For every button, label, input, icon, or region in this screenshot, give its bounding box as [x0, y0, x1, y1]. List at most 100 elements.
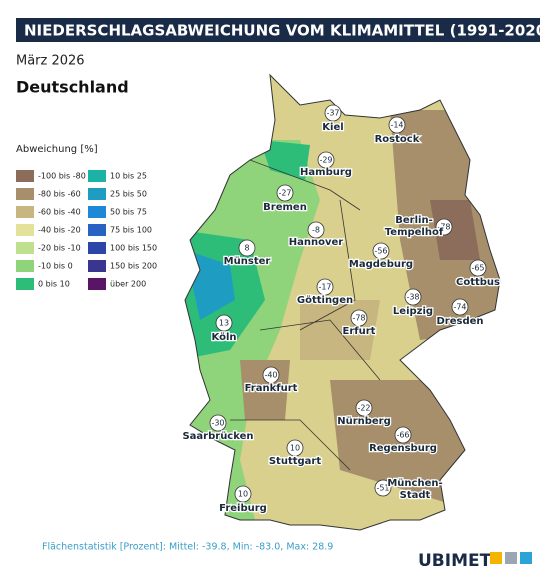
legend-label: -40 bis -20	[38, 226, 81, 235]
city-marker	[435, 218, 453, 236]
city-marker	[451, 298, 469, 316]
legend-title: Abweichung [%]	[16, 144, 98, 155]
legend-swatch	[16, 188, 34, 200]
city-name: Berlin-	[395, 215, 432, 226]
logo: UBIMET	[418, 551, 492, 571]
city-marker	[209, 414, 227, 432]
city-name: Münster	[224, 256, 271, 267]
city-value: -14	[390, 121, 403, 130]
city-marker	[238, 239, 256, 257]
city-name: Regensburg	[369, 443, 437, 454]
legend-label: 50 bis 75	[110, 208, 147, 217]
city-name: Hamburg	[300, 167, 352, 178]
legend-swatch	[16, 242, 34, 254]
subtitle: März 2026	[16, 54, 85, 69]
legend: -100 bis -80 -80 bis -60 -60 bis -40 -40 bi…	[16, 170, 157, 290]
city-value: -37	[326, 109, 339, 118]
city-value: -65	[471, 264, 484, 273]
city-value: -66	[396, 431, 409, 440]
city-value: -74	[453, 303, 466, 312]
legend-label: 0 bis 10	[38, 280, 70, 289]
city-name: Saarbrücken	[182, 431, 253, 442]
legend-swatch	[88, 242, 106, 254]
city-name: Frankfurt	[245, 383, 298, 394]
city-marker	[374, 479, 392, 497]
city-name: Bremen	[263, 202, 307, 213]
city-name: Dresden	[436, 316, 483, 327]
city-value: -56	[374, 247, 387, 256]
city-name: Göttingen	[297, 295, 353, 306]
region: Deutschland	[16, 78, 129, 97]
city-marker	[234, 485, 252, 503]
city-name: Magdeburg	[349, 259, 413, 270]
city-value: 10	[238, 490, 248, 499]
city-name: Stuttgart	[269, 456, 322, 467]
city-value: -17	[318, 283, 331, 292]
legend-swatch	[16, 224, 34, 236]
city-value: -30	[211, 419, 224, 428]
city-marker	[388, 116, 406, 134]
city-marker	[317, 151, 335, 169]
legend-label: -100 bis -80	[38, 172, 86, 181]
legend-label: 150 bis 200	[110, 262, 157, 271]
city-marker	[469, 259, 487, 277]
legend-label: -10 bis 0	[38, 262, 73, 271]
logo-icon	[490, 552, 502, 564]
legend-label: 75 bis 100	[110, 226, 152, 235]
city-value: -8	[312, 226, 320, 235]
city-marker	[276, 184, 294, 202]
city-name: Rostock	[375, 134, 420, 145]
city-name: Stadt	[400, 490, 431, 501]
city-name: Kiel	[322, 122, 343, 133]
legend-swatch	[88, 278, 106, 290]
legend-label: 10 bis 25	[110, 172, 147, 181]
city-name: Erfurt	[343, 326, 376, 337]
city-marker	[316, 278, 334, 296]
city-value: 8	[244, 244, 249, 253]
cities: -37 Kiel -14 Rostock -29 Hamburg -27 Bremen -8 Ha…	[181, 104, 501, 515]
city-marker	[286, 439, 304, 457]
city-value: -22	[357, 404, 370, 413]
city-name: Nürnberg	[337, 416, 391, 427]
legend-swatch	[88, 206, 106, 218]
title-bar	[16, 18, 540, 42]
legend-swatch	[88, 224, 106, 236]
logo-icon	[505, 552, 517, 564]
legend-swatch	[88, 170, 106, 182]
footer-stats: Flächenstatistik [Prozent]: Mittel: -39.…	[42, 542, 333, 553]
city-value: -51	[376, 484, 389, 493]
city-value: -78	[352, 314, 365, 323]
city-marker	[307, 221, 325, 239]
city-marker	[404, 288, 422, 306]
city-value: 10	[290, 444, 300, 453]
city-marker	[350, 309, 368, 327]
city-value: -78	[437, 223, 450, 232]
city-value: -27	[278, 189, 291, 198]
logo-icon	[520, 552, 532, 564]
legend-label: 100 bis 150	[110, 244, 157, 253]
legend-swatch	[16, 278, 34, 290]
city-value: -38	[406, 293, 419, 302]
legend-swatch	[88, 260, 106, 272]
city-marker	[394, 426, 412, 444]
legend-swatch	[16, 260, 34, 272]
city-name: Cottbus	[456, 277, 500, 288]
city-marker	[262, 366, 280, 384]
city-name: Tempelhof	[385, 227, 444, 238]
legend-label: über 200	[110, 280, 146, 289]
city-value: -40	[264, 371, 277, 380]
legend-label: -60 bis -40	[38, 208, 81, 217]
city-marker	[215, 314, 233, 332]
title: NIEDERSCHLAGSABWEICHUNG VOM KLIMAMITTEL …	[24, 22, 553, 40]
city-name: Hannover	[289, 237, 344, 248]
city-value: -29	[319, 156, 332, 165]
state-borders	[230, 159, 381, 471]
legend-label: -80 bis -60	[38, 190, 81, 199]
city-marker	[372, 242, 390, 260]
city-name: Leipzig	[393, 306, 433, 317]
city-name: München-	[387, 478, 442, 489]
city-marker	[355, 399, 373, 417]
city-name: Köln	[212, 332, 237, 343]
city-value: 13	[219, 319, 229, 328]
